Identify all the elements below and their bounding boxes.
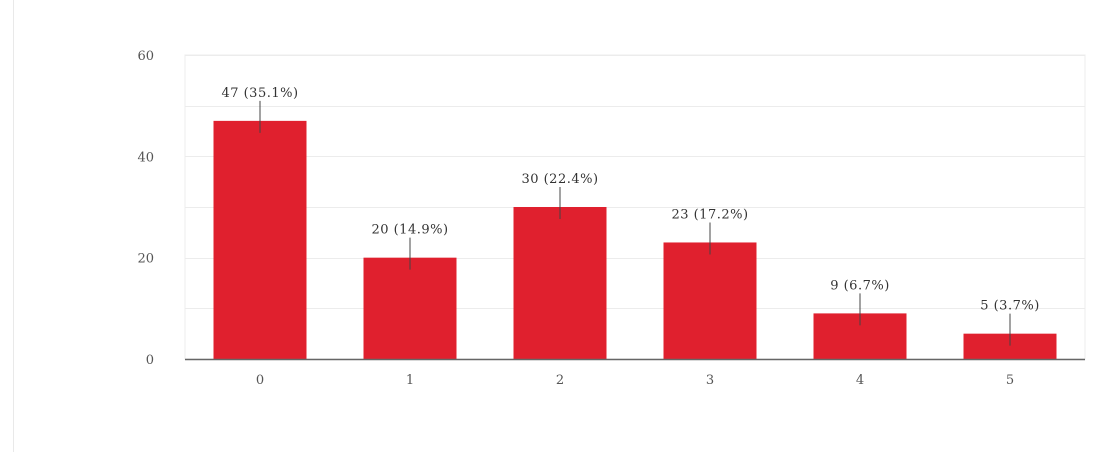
bar-0 [213, 120, 307, 359]
bars [213, 120, 1057, 359]
data-labels: 47 (35.1%) 20 (14.9%) 30 (22.4%) 23 (17.2%)… [221, 86, 1039, 314]
data-label-5: 5 (3.7%) [980, 299, 1040, 314]
data-label-3: 23 (17.2%) [671, 207, 748, 222]
bar-3 [663, 242, 757, 359]
data-label-1: 20 (14.9%) [371, 223, 448, 238]
y-tick-label-40: 40 [137, 150, 154, 165]
data-label-2: 30 (22.4%) [521, 172, 598, 187]
x-tick-label-4: 4 [856, 373, 864, 388]
x-tick-label-3: 3 [706, 373, 714, 388]
bar-2 [513, 207, 607, 359]
y-tick-label-60: 60 [137, 49, 154, 64]
y-tick-label-20: 20 [137, 252, 154, 267]
data-label-0: 47 (35.1%) [221, 86, 298, 101]
bar-1 [363, 257, 457, 359]
x-tick-label-2: 2 [556, 373, 564, 388]
x-tick-label-5: 5 [1006, 373, 1014, 388]
y-tick-label-0: 0 [146, 353, 154, 368]
data-label-4: 9 (6.7%) [830, 278, 890, 293]
x-axis-ticks: 0 1 2 3 4 5 [256, 373, 1014, 388]
gridlines [185, 55, 1085, 309]
page-left-rule [13, 0, 14, 452]
x-tick-label-1: 1 [406, 373, 414, 388]
x-tick-label-0: 0 [256, 373, 264, 388]
y-axis-ticks: 0 20 40 60 [137, 49, 154, 368]
label-leaders [259, 100, 1011, 346]
